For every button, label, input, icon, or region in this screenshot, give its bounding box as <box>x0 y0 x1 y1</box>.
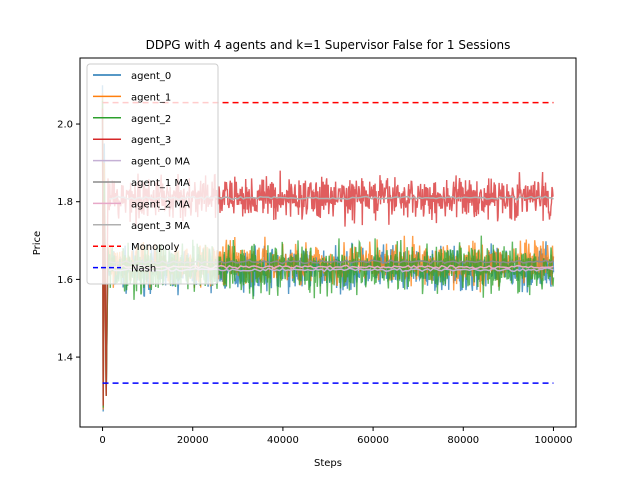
x-tick-label: 40000 <box>267 435 299 446</box>
x-axis-label: Steps <box>314 458 342 469</box>
y-axis: 1.4 1.6 1.8 2.0 <box>57 120 80 364</box>
legend-label: agent_0 MA <box>131 157 190 168</box>
x-tick-label: 80000 <box>447 435 479 446</box>
legend-label: agent_1 <box>131 92 171 103</box>
legend-box <box>86 63 219 285</box>
legend-label: Nash <box>131 264 156 275</box>
plot-frame <box>79 57 577 428</box>
legend: agent_0 agent_1 agent_2 agent_3 agent_0 MA ag… <box>86 63 219 285</box>
y-tick-label: 1.6 <box>57 275 73 286</box>
y-axis-label: Price <box>32 231 43 255</box>
legend-label: agent_0 <box>131 71 171 82</box>
y-tick-label: 1.8 <box>57 197 73 208</box>
legend-label: agent_3 <box>131 135 171 146</box>
x-tick-label: 60000 <box>357 435 389 446</box>
y-tick-label: 1.4 <box>57 353 73 364</box>
chart-title: DDPG with 4 agents and k=1 Supervisor Fa… <box>146 38 511 52</box>
legend-label: Monopoly <box>131 242 179 253</box>
legend-label: agent_3 MA <box>131 221 190 232</box>
legend-label: agent_2 <box>131 114 171 125</box>
x-tick-label: 20000 <box>177 435 209 446</box>
x-tick-label: 0 <box>99 435 105 446</box>
legend-label: agent_1 MA <box>131 178 190 189</box>
x-tick-label: 100000 <box>534 435 572 446</box>
x-axis: 0 20000 40000 60000 80000 100000 <box>99 427 573 446</box>
legend-label: agent_2 MA <box>131 199 190 210</box>
y-tick-label: 2.0 <box>57 120 73 131</box>
